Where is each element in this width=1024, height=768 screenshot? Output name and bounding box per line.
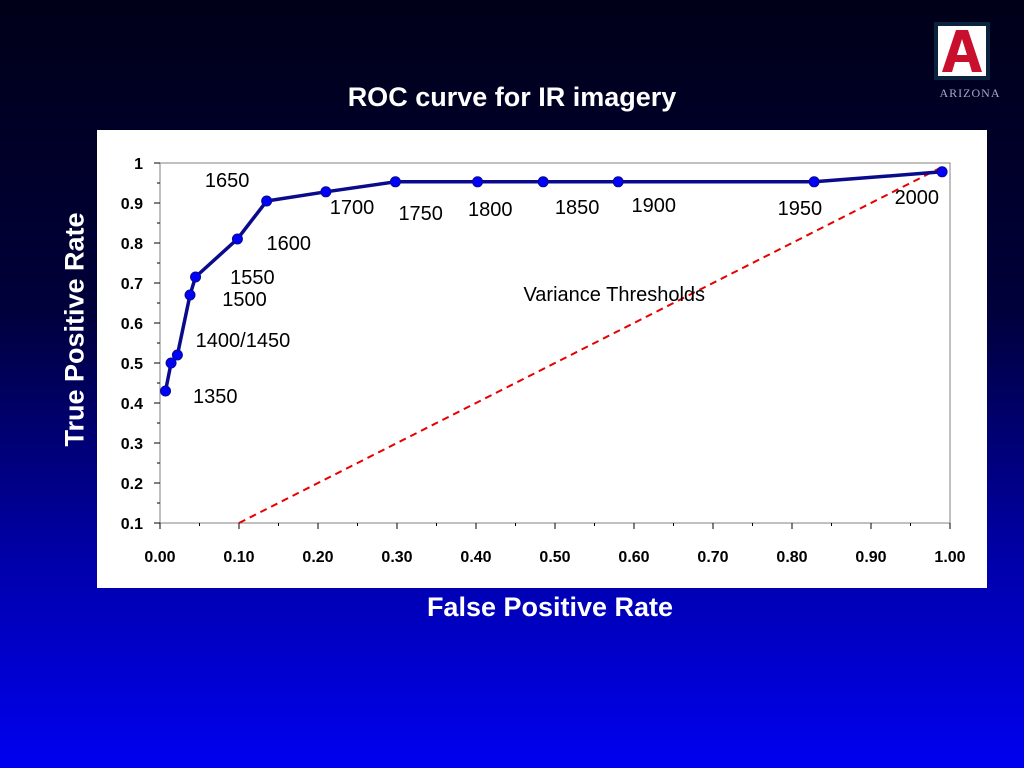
roc-chart: 0.00 0.10 0.20 0.30 0.40 0.50 0.60 0.70 0.80 0.90… [121, 156, 966, 566]
y-tick-label: 0.9 [121, 196, 143, 213]
roc-data-point [165, 357, 177, 369]
x-tick-label: 0.30 [381, 549, 412, 566]
x-tick-label: 1.00 [934, 549, 965, 566]
roc-data-point [808, 176, 820, 188]
x-axis-label: False Positive Rate [426, 592, 674, 622]
threshold-label: 1500 [222, 289, 267, 311]
y-tick-label: 0.7 [121, 276, 143, 293]
roc-series-line [163, 170, 943, 392]
y-tick-label: 0.3 [121, 436, 143, 453]
threshold-label: 1850 [555, 197, 600, 219]
slide-title: ROC curve for IR imagery [347, 82, 677, 112]
threshold-label: 2000 [895, 187, 940, 209]
roc-data-point [612, 176, 624, 188]
y-axis-label: True Positive Rate [59, 212, 90, 447]
roc-data-point [160, 385, 172, 397]
y-tick-label: 0.4 [121, 396, 143, 413]
y-tick-label: 0.2 [121, 476, 143, 493]
roc-data-point [184, 289, 196, 301]
threshold-label: 1750 [398, 203, 443, 225]
x-tick-label: 0.40 [460, 549, 491, 566]
x-tick-label: 0.20 [302, 549, 333, 566]
roc-data-point [320, 186, 332, 198]
roc-data-point [171, 349, 183, 361]
logo-text: ARIZONA [939, 86, 1001, 100]
y-tick-label: 0.8 [121, 236, 143, 253]
threshold-label: 1600 [267, 233, 312, 255]
threshold-label: 1900 [632, 195, 677, 217]
roc-data-point [936, 166, 948, 178]
y-tick-label: 0.1 [121, 516, 143, 533]
variance-thresholds-annotation: Variance Thresholds [523, 284, 705, 306]
roc-data-point [472, 176, 484, 188]
y-tick-label: 0.5 [121, 356, 143, 373]
y-tick-label: 1 [134, 156, 143, 173]
threshold-label: 1400/1450 [196, 330, 291, 352]
threshold-label: 1800 [468, 199, 512, 221]
university-logo [934, 22, 990, 80]
threshold-label: 1550 [230, 267, 275, 289]
threshold-label: 1350 [193, 386, 238, 408]
threshold-label: 1950 [778, 198, 823, 220]
roc-data-point [389, 176, 401, 188]
x-tick-label: 0.90 [855, 549, 886, 566]
roc-data-point [231, 233, 243, 245]
logo-letter [942, 30, 982, 72]
threshold-label: 1700 [330, 197, 375, 219]
y-tick-label: 0.6 [121, 316, 143, 333]
x-tick-label: 0.10 [223, 549, 254, 566]
x-tick-label: 0.60 [618, 549, 649, 566]
x-tick-label: 0.80 [776, 549, 807, 566]
roc-data-point [261, 195, 273, 207]
reference-line [238, 166, 943, 524]
x-tick-label: 0.70 [697, 549, 728, 566]
chart-panel: 0.00 0.10 0.20 0.30 0.40 0.50 0.60 0.70 0.80 0.90… [97, 130, 987, 588]
roc-data-point [190, 271, 202, 283]
x-tick-label: 0.50 [539, 549, 570, 566]
x-tick-label: 0.00 [144, 549, 175, 566]
roc-data-point [537, 176, 549, 188]
threshold-label: 1650 [205, 170, 250, 192]
